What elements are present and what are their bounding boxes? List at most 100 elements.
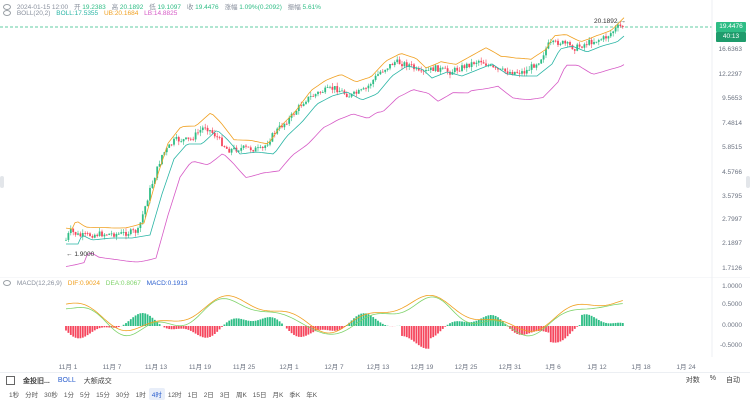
interval-10[interactable]: 1日	[185, 388, 201, 400]
price-axis-label: 2.7997	[712, 216, 742, 223]
candle	[461, 65, 463, 71]
macd-bar	[442, 326, 444, 329]
candle	[519, 73, 521, 74]
time-axis-label: 1月 24	[676, 361, 695, 371]
right-scroll-handle[interactable]	[746, 176, 750, 188]
macd-bar	[207, 326, 209, 338]
macd-bar	[267, 317, 269, 326]
macd-bar	[168, 326, 170, 329]
candle	[600, 39, 602, 40]
time-axis-label: 11月 19	[189, 361, 211, 371]
macd-bar	[336, 326, 338, 331]
macd-bar	[548, 326, 550, 333]
macd-chart[interactable]	[0, 277, 750, 357]
macd-bar	[142, 313, 144, 326]
interval-1[interactable]: 分时	[22, 388, 41, 400]
interval-13[interactable]: 周K	[233, 388, 250, 400]
macd-bar	[135, 315, 137, 326]
macd-bar	[440, 326, 442, 331]
macd-bar	[123, 325, 125, 326]
macd-bar	[372, 317, 374, 326]
symbol-selector[interactable]: 金投旧...	[23, 376, 50, 386]
candle	[329, 87, 331, 88]
candle	[538, 63, 540, 64]
indicator-boll[interactable]: BOLL	[58, 377, 76, 384]
price-axis-label: 4.5766	[712, 169, 742, 176]
interval-8[interactable]: 4时	[149, 388, 165, 400]
macd-bar	[202, 326, 204, 337]
macd-bar	[75, 326, 77, 338]
candle	[588, 40, 590, 45]
candle	[363, 88, 365, 89]
left-scroll-handle[interactable]	[0, 176, 4, 188]
macd-bar	[245, 320, 247, 326]
candle	[584, 44, 586, 47]
candle	[360, 89, 362, 90]
macd-bar	[296, 326, 298, 336]
macd-bar	[380, 322, 382, 326]
candle	[536, 65, 538, 68]
macd-bar	[250, 321, 252, 326]
time-axis-label: 1月 12	[587, 361, 606, 371]
interval-12[interactable]: 3日	[217, 388, 233, 400]
macd-bar	[581, 315, 583, 326]
candle	[87, 233, 89, 234]
candle	[615, 28, 617, 32]
price-chart[interactable]	[0, 0, 750, 277]
macd-bar	[452, 322, 454, 326]
macd-bar	[408, 326, 410, 338]
candle	[459, 71, 461, 72]
candle	[564, 41, 566, 44]
candle	[572, 45, 574, 49]
macd-bar	[322, 326, 324, 330]
macd-bar	[132, 317, 134, 326]
interval-6[interactable]: 30分	[113, 388, 133, 400]
interval-15[interactable]: 月K	[270, 388, 287, 400]
macd-bar	[557, 326, 559, 342]
candle	[495, 67, 497, 68]
candle	[437, 65, 439, 72]
macd-bar	[550, 326, 552, 342]
candle	[562, 41, 564, 44]
interval-14[interactable]: 15日	[250, 388, 270, 400]
indicator-large-trades[interactable]: 大额成交	[84, 376, 112, 386]
candle	[334, 86, 336, 90]
candle	[413, 64, 415, 69]
candle	[202, 128, 204, 130]
candle	[464, 65, 466, 68]
interval-5[interactable]: 15分	[93, 388, 113, 400]
candle	[183, 139, 185, 141]
interval-17[interactable]: 年K	[303, 388, 320, 400]
time-axis-label: 12月 1	[279, 361, 298, 371]
interval-0[interactable]: 1秒	[6, 388, 22, 400]
macd-bar	[144, 313, 146, 326]
boll-mid-line	[66, 36, 624, 244]
macd-bar	[99, 326, 101, 328]
interval-7[interactable]: 1时	[133, 388, 149, 400]
interval-16[interactable]: 季K	[286, 388, 303, 400]
log-scale-toggle[interactable]: 对数	[686, 375, 700, 385]
candle	[226, 147, 228, 149]
macd-bar	[252, 321, 254, 326]
interval-9[interactable]: 12时	[165, 388, 185, 400]
time-axis-label: 11月 1	[59, 361, 78, 371]
candle	[401, 64, 403, 66]
time-axis-label: 12月 31	[499, 361, 522, 371]
candle	[264, 146, 266, 148]
candle	[394, 62, 396, 65]
candle	[180, 141, 182, 142]
macd-bar	[204, 326, 206, 338]
interval-4[interactable]: 5分	[77, 388, 93, 400]
auto-scale-toggle[interactable]: 自动	[726, 375, 740, 385]
candle	[178, 137, 180, 141]
macd-bar	[185, 326, 187, 329]
macd-bar	[233, 319, 235, 326]
interval-11[interactable]: 2日	[201, 388, 217, 400]
macd-bar	[281, 324, 283, 326]
interval-3[interactable]: 1分	[61, 388, 77, 400]
candle	[612, 31, 614, 33]
interval-2[interactable]: 30秒	[41, 388, 61, 400]
grid-icon[interactable]	[6, 376, 15, 385]
percent-scale-toggle[interactable]: %	[710, 375, 716, 385]
macd-bar	[332, 326, 334, 331]
